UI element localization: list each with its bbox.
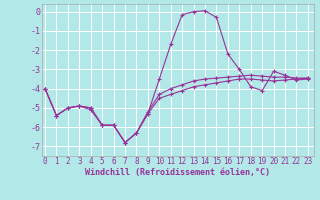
X-axis label: Windchill (Refroidissement éolien,°C): Windchill (Refroidissement éolien,°C) (85, 168, 270, 177)
